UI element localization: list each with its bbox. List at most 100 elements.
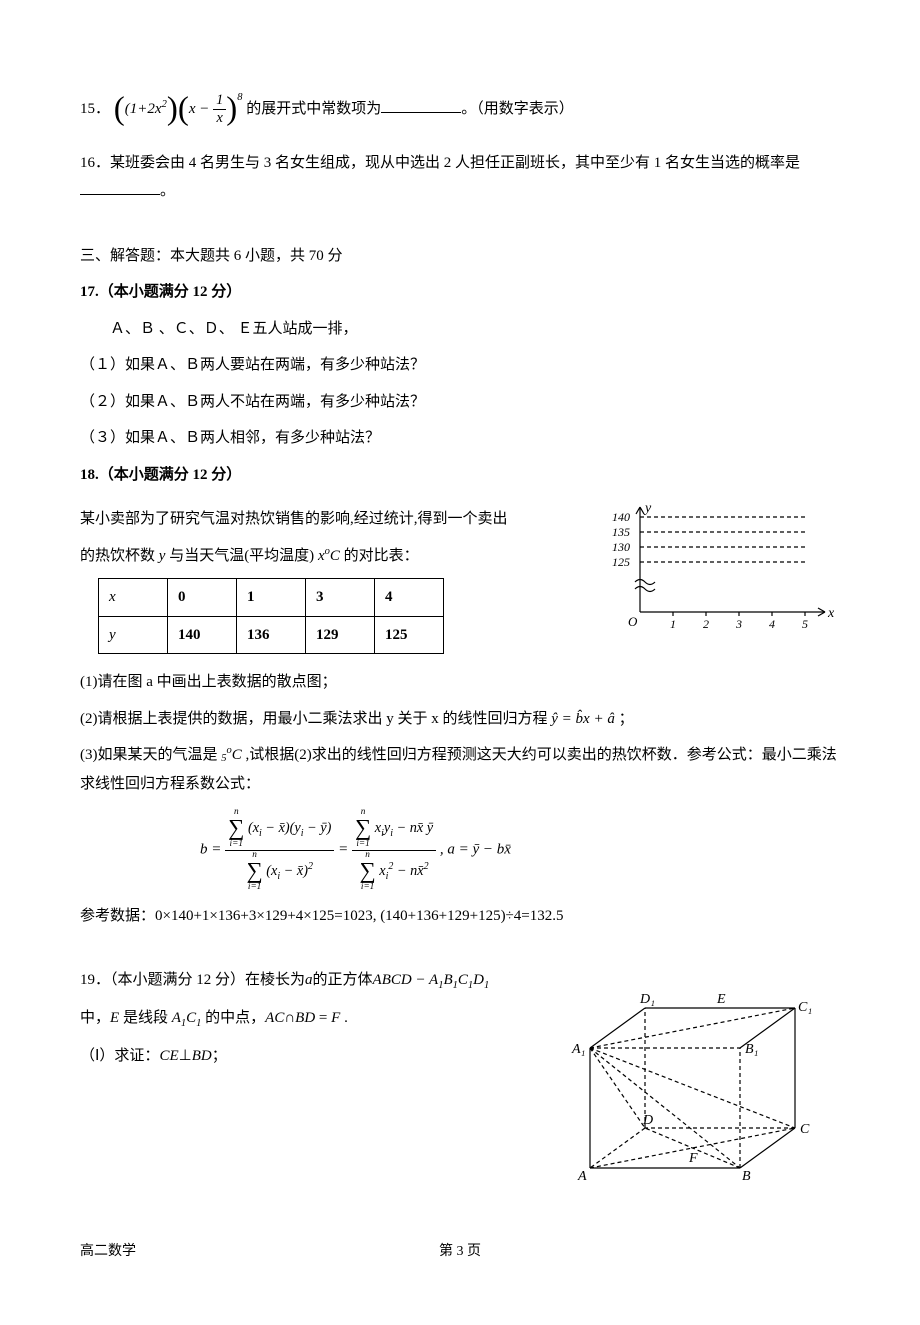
t: (x [248,820,259,836]
svg-text:D: D [642,1113,653,1128]
spacer [80,214,840,234]
c: 3 [306,579,375,617]
cube-diagram: D₁C₁EA₁B₁DCFAB [540,958,840,1188]
q17-head-text: 17.（本小题满分 12 分） [80,284,241,300]
t: − [304,820,321,836]
th-x: x [99,579,168,617]
svg-text:A₁: A₁ [571,1042,585,1057]
t: − [262,820,279,836]
t: 是线段 [119,1010,172,1026]
sigma: ∑ [355,817,371,840]
i: i=1 [246,883,262,892]
num: 1 [213,92,226,110]
section3-head: 三、解答题：本大题共 6 小题，共 70 分 [80,242,840,271]
t: ABCD − A [373,972,439,988]
svg-text:125: 125 [612,555,630,569]
blank-15 [381,97,461,113]
svg-text:3: 3 [735,617,742,631]
t: (3)如果某天的气温是 [80,747,221,763]
svg-text:F: F [688,1151,698,1166]
exp8: 8 [237,92,242,103]
svg-text:y: y [643,501,652,516]
q18-l1b: 的热饮杯数 y 与当天气温(平均温度) xoC 的对比表： [80,542,592,571]
c: 125 [375,616,444,654]
q17-p2: （２）如果Ａ、Ｂ两人不站在两端，有多少种站法？ [80,388,840,417]
sigma: ∑ [359,860,375,883]
svg-text:B₁: B₁ [745,1042,758,1057]
semi: ； [212,1048,227,1064]
t: B [443,972,452,988]
footer-left: 高二数学 [80,1239,333,1266]
num1: n∑i=1 (xi − x̄)(yi − ȳ) [225,808,334,850]
svg-text:135: 135 [612,525,630,539]
yhat: ŷ [551,711,558,727]
den2: n∑i=1 xi2 − nx̄2 [352,851,436,892]
svg-text:x: x [827,606,835,621]
t: 19．（本小题满分 12 分）在棱长为 [80,972,305,988]
q18-p2: (2)请根据上表提供的数据，用最小二乘法求出 y 关于 x 的线性回归方程 ŷ … [80,705,840,734]
ahat: â [607,711,615,727]
q18-p1: (1)请在图 a 中画出上表数据的散点图； [80,668,840,697]
t: 1 [484,980,489,991]
frac1: n∑i=1 (xi − x̄)(yi − ȳ) n∑i=1 (xi − x̄)2 [225,808,334,892]
x: x [318,548,325,564]
regression-formula: b = n∑i=1 (xi − x̄)(yi − ȳ) n∑i=1 (xi − … [80,808,840,892]
lparen2: ( [178,91,189,127]
footer-center: 第 3 页 [333,1239,586,1266]
svg-text:B: B [742,1169,751,1184]
t: − n [393,862,417,878]
c: 136 [237,616,306,654]
t: (1+2 [125,101,155,117]
q15-num: 15． [80,101,110,117]
rparen1: ) [167,91,178,127]
a: a [305,972,313,988]
footer-right [587,1239,840,1266]
t: − [280,862,297,878]
svg-text:5: 5 [802,617,808,631]
q18-p3: (3)如果某天的气温是 5oC ,试根据(2)求出的线性回归方程预测这天大约可以… [80,741,840,798]
q17-p3: （３）如果Ａ、Ｂ两人相邻，有多少种站法？ [80,424,840,453]
t: 的正方体 [313,972,373,988]
data: 0×140+1×136+3×129+4×125=1023, (140+136+1… [155,908,564,924]
plus: + [590,711,608,727]
c: 4 [375,579,444,617]
svg-text:C: C [800,1122,810,1137]
page-footer: 高二数学 第 3 页 [80,1239,840,1266]
cube-diagram-wrap: D₁C₁EA₁B₁DCFAB [540,958,840,1199]
q18-row: 某小卖部为了研究气温对热饮销售的影响,经过统计,得到一个卖出 的热饮杯数 y 与… [80,497,840,660]
q15: 15． ((1+2x2))(x − 1x)8 的展开式中常数项为。（用数字表示） [80,78,840,141]
i: i=1 [355,840,371,849]
q18-l1a: 某小卖部为了研究气温对热饮销售的影响,经过统计,得到一个卖出 [80,505,592,534]
t: 2 [424,861,429,872]
t: 中， [80,1010,110,1026]
c: 129 [306,616,375,654]
BD: BD [192,1048,212,1064]
sigma: ∑ [228,817,244,840]
i: i=1 [359,883,375,892]
q18-left: 某小卖部为了研究气温对热饮销售的影响,经过统计,得到一个卖出 的热饮杯数 y 与… [80,497,592,660]
t: 的对比表： [340,548,419,564]
BD: BD [295,1010,315,1026]
th-y: y [99,616,168,654]
q16-num: 16． [80,155,110,171]
svg-text:4: 4 [769,617,775,631]
perp: ⊥ [179,1048,192,1064]
svg-text:140: 140 [612,510,630,524]
C: C [330,548,340,564]
AC: AC [265,1010,284,1026]
i: i=1 [228,840,244,849]
eq: = [455,841,473,857]
sum-icon: n∑i=1 [246,851,262,892]
blank-16 [80,179,160,195]
q18-head: 18.（本小题满分 12 分） [80,461,840,490]
svg-text:C₁: C₁ [798,1000,812,1015]
den: x [213,110,226,127]
F: F [331,1010,340,1026]
eq: = [208,841,226,857]
q15-x: x − [189,101,213,117]
t: )(y [285,820,301,836]
label: 参考数据： [80,908,155,924]
CE: CE [159,1048,178,1064]
x: x [583,711,590,727]
q18-table: x 0 1 3 4 y 140 136 129 125 [98,578,444,654]
